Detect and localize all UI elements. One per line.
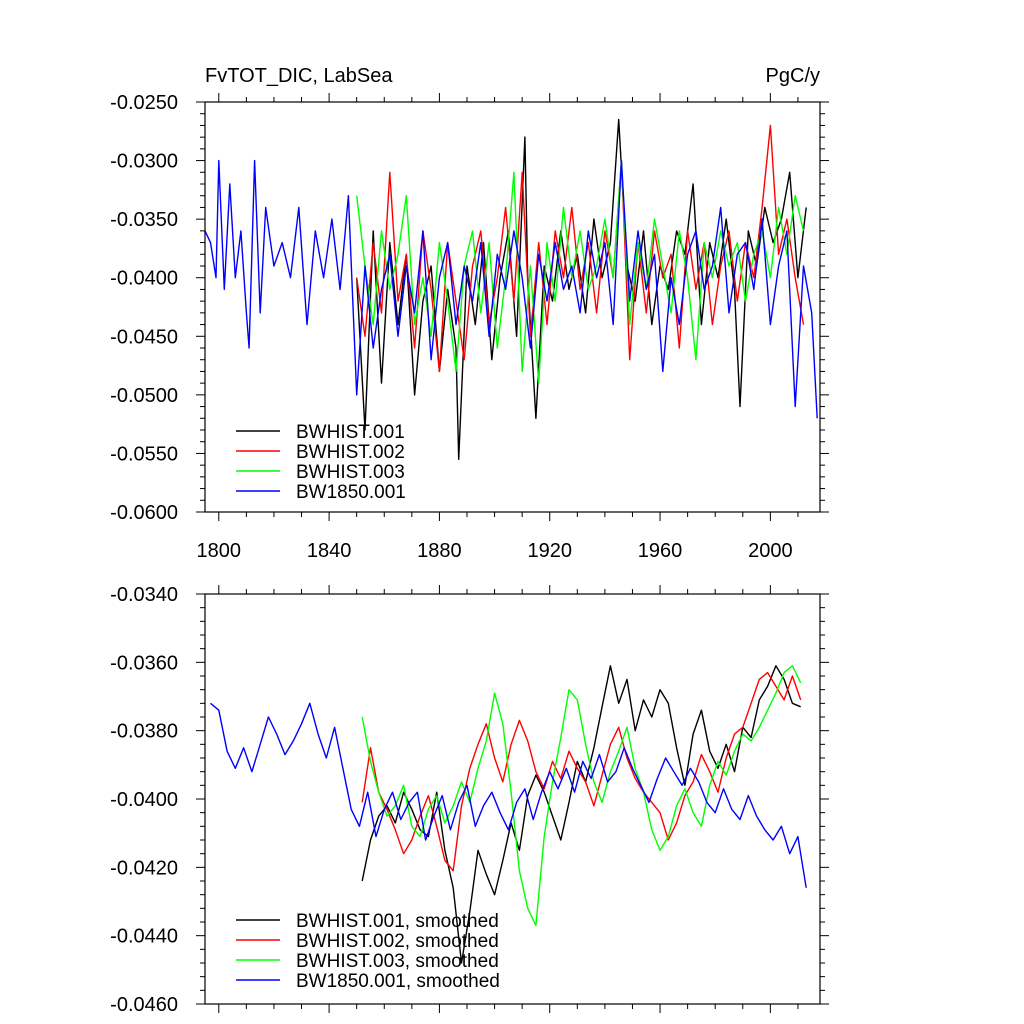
y-tick-label: -0.0360 bbox=[110, 652, 178, 674]
legend-label: BWHIST.001 bbox=[296, 422, 405, 443]
y-tick-label: -0.0300 bbox=[110, 151, 178, 173]
legend-label: BWHIST.003 bbox=[296, 462, 405, 483]
series-line-bw1850-001-smoothed bbox=[210, 702, 807, 888]
legend-label: BWHIST.001, smoothed bbox=[296, 911, 499, 932]
series-line-bwhist-002 bbox=[356, 124, 805, 373]
y-tick-label: -0.0340 bbox=[110, 584, 178, 606]
y-tick-label: -0.0250 bbox=[110, 92, 178, 114]
plot-frame bbox=[204, 101, 821, 513]
legend-label: BWHIST.003, smoothed bbox=[296, 951, 499, 972]
x-tick-label: 1920 bbox=[527, 540, 572, 562]
x-tick-label: 1960 bbox=[638, 540, 683, 562]
x-tick-label: 1840 bbox=[307, 540, 352, 562]
y-tick-label: -0.0420 bbox=[110, 857, 178, 879]
x-tick-label: 2000 bbox=[748, 540, 793, 562]
chart-title: FvTOT_DIC, LabSea bbox=[205, 65, 393, 87]
x-tick-label: 1880 bbox=[417, 540, 462, 562]
legend-label: BWHIST.002, smoothed bbox=[296, 931, 499, 952]
bottom-panel: -0.0460 -0.0440 -0.0420 -0.0400 -0.0380 -0.03… bbox=[110, 584, 829, 1016]
y-tick-label: -0.0380 bbox=[110, 721, 178, 743]
legend-label: BW1850.001 bbox=[296, 482, 406, 503]
y-tick-label: -0.0500 bbox=[110, 385, 178, 407]
series-line-bw1850-001 bbox=[204, 159, 818, 419]
series-line-bwhist-001-smoothed bbox=[361, 665, 801, 964]
series-group bbox=[210, 665, 807, 964]
axis-ticks: 1800 1840 1880 1920 1960 2000 -0.0600 -0.0550 -0… bbox=[110, 92, 829, 562]
chart-units: PgC/y bbox=[766, 65, 820, 87]
y-tick-label: -0.0600 bbox=[110, 502, 178, 524]
top-panel: FvTOT_DIC, LabSea PgC/y 1800 1840 1880 1920… bbox=[110, 65, 829, 562]
y-tick-label: -0.0440 bbox=[110, 926, 178, 948]
series-line-bwhist-002-smoothed bbox=[361, 671, 802, 872]
series-group bbox=[204, 118, 818, 460]
y-tick-label: -0.0460 bbox=[110, 994, 178, 1016]
plot-frame bbox=[204, 593, 821, 1005]
y-tick-label: -0.0400 bbox=[110, 268, 178, 290]
axis-ticks: -0.0460 -0.0440 -0.0420 -0.0400 -0.0380 -0.03… bbox=[110, 584, 829, 1016]
legend-label: BW1850.001, smoothed bbox=[296, 971, 500, 992]
y-tick-label: -0.0350 bbox=[110, 209, 178, 231]
y-tick-label: -0.0400 bbox=[110, 789, 178, 811]
x-tick-label: 1800 bbox=[197, 540, 242, 562]
y-tick-label: -0.0550 bbox=[110, 443, 178, 465]
series-line-bwhist-003-smoothed bbox=[361, 665, 802, 927]
y-tick-label: -0.0450 bbox=[110, 326, 178, 348]
series-line-bwhist-003 bbox=[356, 159, 805, 384]
legend-label: BWHIST.002 bbox=[296, 442, 405, 463]
